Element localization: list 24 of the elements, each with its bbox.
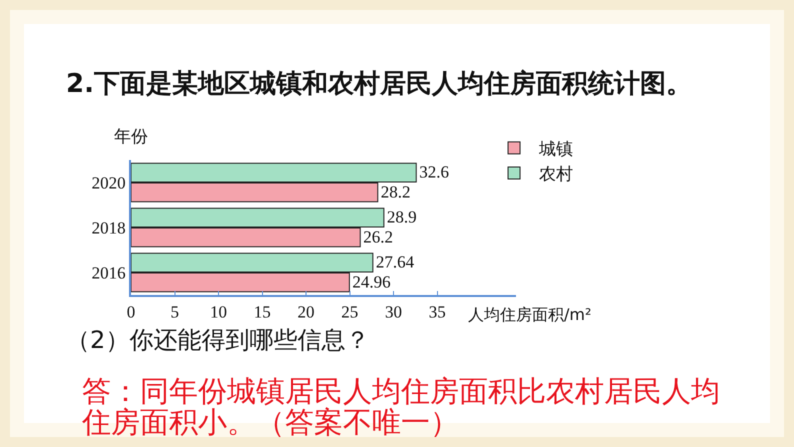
x-tick-label: 0	[126, 302, 136, 322]
data-label: 24.96	[352, 272, 391, 292]
data-label: 32.6	[419, 162, 450, 182]
x-tick-label: 10	[210, 302, 227, 322]
x-tick-label: 35	[428, 302, 446, 322]
legend-label: 城镇	[538, 139, 574, 160]
chart-title: 2.下面是某地区城镇和农村居民人均住房面积统计图。	[66, 68, 692, 101]
x-tick-label: 25	[341, 302, 358, 322]
x-tick-label: 5	[170, 302, 179, 322]
data-label: 28.9	[386, 208, 417, 227]
y-tick-label: 2018	[92, 218, 126, 238]
text: （2）你还能得到哪些信息？	[66, 325, 370, 356]
data-label: 28.2	[380, 182, 411, 202]
x-tick-label: 30	[385, 302, 402, 322]
legend-label: 农村	[539, 164, 574, 185]
text: 答：同年份城镇居民人均住房面积比农村居民人均住房面积小。（答案不唯一）	[82, 374, 721, 439]
y-tick-label: 2020	[92, 173, 126, 192]
y-axis-title: 年份	[114, 127, 148, 147]
x-tick-label: 15	[254, 302, 271, 322]
x-tick-label: 20	[298, 302, 314, 322]
y-tick-label: 2016	[92, 263, 126, 282]
data-label: 26.2	[363, 227, 394, 246]
data-label: 27.64	[376, 252, 415, 272]
x-axis-title: 人均住房面积/m²	[468, 305, 592, 324]
